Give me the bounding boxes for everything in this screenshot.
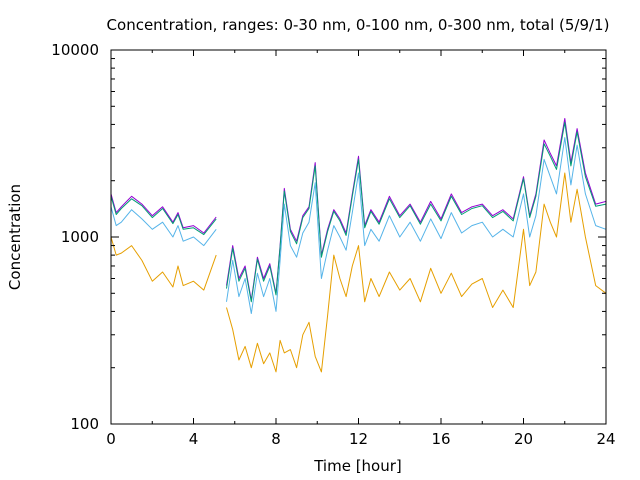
y-tick-label: 10000 [51, 41, 99, 59]
series-line-4 [110, 172, 607, 373]
series-line-3 [110, 137, 607, 314]
plot-frame [110, 49, 607, 425]
x-tick-label: 16 [431, 430, 450, 448]
x-tick-label: 4 [189, 430, 199, 448]
series-line-2 [110, 121, 607, 303]
x-axis: 0 4 8 12 16 20 24 [106, 50, 616, 448]
y-axis: 100 1000 10000 [51, 41, 606, 433]
x-axis-label: Time [hour] [313, 457, 402, 475]
series-group [110, 118, 607, 373]
x-tick-label: 0 [106, 430, 116, 448]
y-axis-label: Concentration [6, 184, 24, 290]
x-tick-label: 24 [596, 430, 615, 448]
x-tick-label: 20 [514, 430, 533, 448]
x-tick-label: 12 [349, 430, 368, 448]
y-tick-label: 1000 [61, 228, 99, 246]
chart-title: Concentration, ranges: 0-30 nm, 0-100 nm… [107, 16, 610, 34]
y-tick-label: 100 [70, 415, 99, 433]
x-tick-label: 8 [271, 430, 281, 448]
